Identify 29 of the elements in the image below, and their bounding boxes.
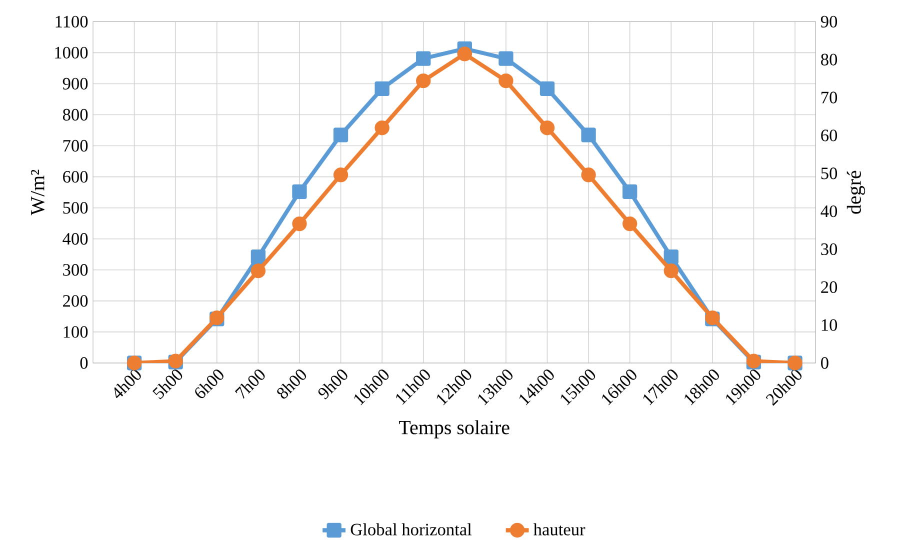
y-tick-label: 900	[62, 78, 88, 90]
y-tick-label: 600	[63, 170, 88, 183]
y-tick-label: 200	[63, 295, 88, 307]
y2-tick-label: 10	[822, 319, 838, 331]
y-tick-label: 1100	[56, 16, 88, 28]
x-tick-label: 4h00	[114, 370, 141, 398]
legend-label: Global horizontal	[350, 523, 472, 536]
y2-tick-label: 40	[820, 205, 838, 218]
y2-tick-label: 60	[821, 130, 838, 142]
y2-tick-label: 50	[821, 168, 838, 180]
y2-tick-label: 20	[821, 281, 838, 293]
y2-tick-label: 30	[821, 243, 838, 256]
y-tick-label: 700	[63, 140, 88, 152]
y-axis-title: W/m²	[31, 170, 44, 216]
y2-axis-title: degré	[846, 170, 866, 214]
y-tick-label: 800	[62, 108, 88, 121]
legend-label: hauteur	[533, 523, 586, 536]
x-tick-label: 6h00	[195, 370, 224, 398]
x-axis-title: Temps solaire	[399, 420, 510, 438]
y2-tick-label: 0	[821, 357, 828, 369]
y-tick-label: 500	[63, 202, 88, 214]
y-tick-label: 100	[64, 326, 88, 338]
y2-tick-label: 80	[821, 54, 838, 66]
y-tick-label: 1000	[55, 46, 88, 59]
y2-tick-label: 70	[822, 92, 838, 104]
y-tick-label: 300	[63, 264, 88, 276]
y-tick-label: 400	[62, 233, 88, 245]
y-tick-label: 0	[80, 357, 88, 369]
y2-tick-label: 90	[820, 16, 838, 28]
